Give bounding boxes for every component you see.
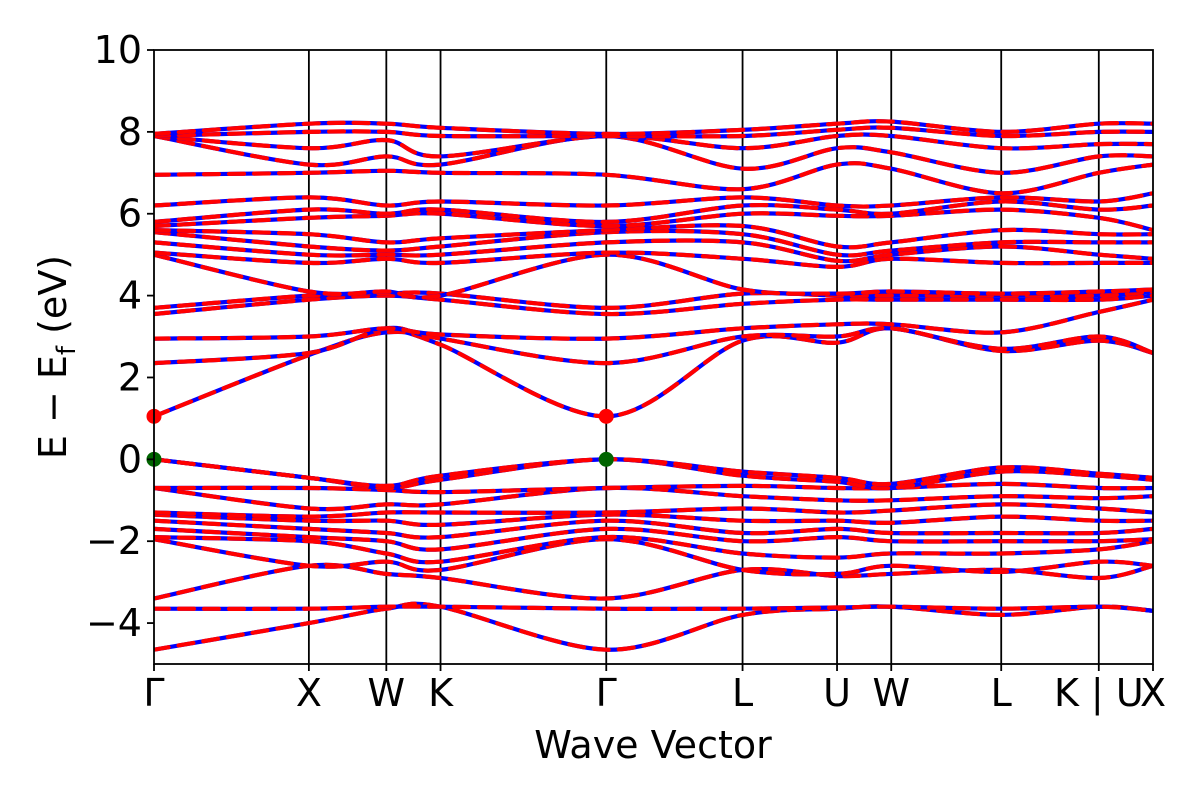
cbm-marker-1 — [598, 408, 614, 424]
x-tick-label-5: L — [732, 671, 753, 715]
band-down-30 — [154, 119, 1153, 137]
y-axis-label-tail: (eV) — [31, 255, 75, 346]
x-tick-label-10: X — [1140, 671, 1166, 715]
band-down-25 — [154, 191, 1153, 209]
band-down-19 — [154, 250, 1153, 269]
x-tick-label-9: K | U — [1054, 671, 1144, 716]
band-down-18 — [154, 252, 1153, 300]
band-down-7 — [154, 512, 1153, 528]
band-down-5 — [154, 526, 1153, 552]
band-down-12 — [154, 457, 1153, 489]
band-down-1 — [154, 604, 1153, 613]
y-axis-label-sub: f — [52, 345, 82, 355]
band-down-14 — [154, 325, 1153, 366]
band-down-22 — [154, 223, 1153, 250]
band-down-27 — [154, 133, 1153, 175]
y-tick-label-2: 0 — [118, 437, 142, 481]
y-tick-label-6: 8 — [118, 110, 142, 154]
bands — [154, 119, 1153, 652]
band-down-0 — [154, 601, 1153, 652]
y-tick-label-7: 10 — [94, 28, 142, 72]
band-down-24 — [154, 199, 1153, 225]
x-tick-label-4: Γ — [596, 671, 617, 715]
band-down-21 — [154, 228, 1153, 258]
x-tick-label-3: K — [428, 671, 454, 715]
band-down-6 — [154, 518, 1153, 540]
band-down-8 — [154, 502, 1153, 519]
band-down-4 — [154, 534, 1153, 565]
kpoint-lines — [307, 50, 1100, 664]
band-down-23 — [154, 207, 1153, 233]
x-tick-label-7: W — [872, 671, 910, 715]
y-axis-label: E − Ef (eV) — [31, 255, 82, 459]
band-down-20 — [154, 238, 1153, 264]
plot-frame — [153, 49, 1154, 665]
y-tick-label-5: 6 — [118, 192, 142, 236]
y-axis-label-lead: E − E — [31, 355, 75, 459]
band-down-29 — [154, 125, 1153, 139]
band-down-26 — [154, 161, 1153, 196]
x-tick-label-2: W — [368, 671, 406, 715]
x-tick-label-1: X — [296, 671, 322, 715]
vbm-marker-1 — [598, 451, 614, 467]
band-down-15 — [154, 297, 1153, 341]
y-tick-label-0: −4 — [86, 601, 142, 645]
band-down-28 — [154, 132, 1153, 159]
band-down-16 — [154, 293, 1153, 317]
y-axis: −4 −2 0 2 4 6 8 10 — [86, 28, 154, 645]
band-down-10 — [154, 481, 1153, 495]
x-tick-label-8: L — [991, 671, 1012, 715]
y-tick-label-1: −2 — [86, 519, 142, 563]
band-down-9 — [154, 485, 1153, 512]
x-tick-label-6: U — [823, 671, 851, 715]
band-down-3 — [154, 537, 1153, 577]
y-tick-label-4: 4 — [118, 274, 142, 318]
x-axis-label: Wave Vector — [534, 723, 772, 767]
x-tick-label-0: Γ — [143, 671, 164, 715]
y-tick-label-3: 2 — [118, 355, 142, 399]
